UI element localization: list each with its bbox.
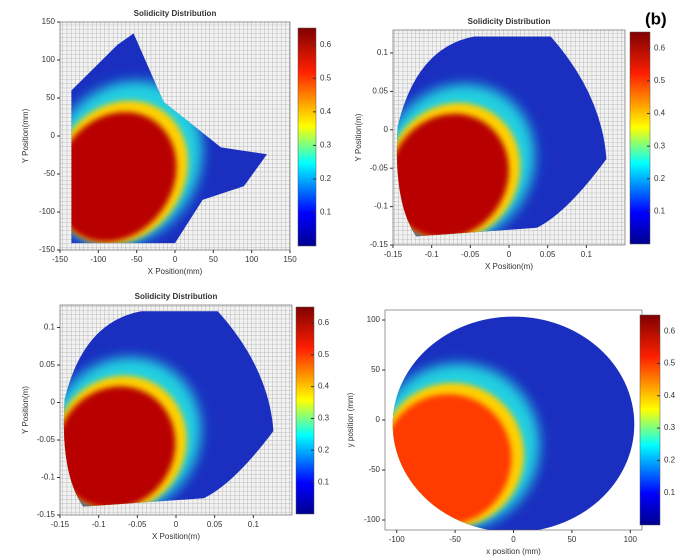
colorbar-tick-label: 0.4: [654, 109, 666, 118]
colorbar-tick-label: 0.6: [664, 326, 676, 335]
y-tick-label: 0.1: [44, 323, 56, 332]
y-tick-label: 0: [384, 125, 389, 134]
y-axis-label: Y Position(m): [354, 113, 363, 161]
y-tick-label: 150: [42, 17, 56, 26]
y-tick-label: 0.1: [377, 48, 389, 57]
colorbar-tick-label: 0.4: [318, 382, 330, 391]
heat-field: [392, 316, 635, 530]
colorbar-tick-label: 0.5: [654, 76, 666, 85]
colorbar-tick-label: 0.2: [318, 445, 330, 454]
colorbar-tick-label: 0.3: [664, 423, 676, 432]
colorbar-tick-label: 0.1: [654, 206, 666, 215]
colorbar-tick-label: 0.5: [318, 350, 330, 359]
colorbar-tick-label: 0.3: [654, 141, 666, 150]
x-tick-label: -100: [90, 255, 107, 264]
y-tick-label: 50: [371, 365, 380, 374]
x-tick-label: 0.1: [248, 520, 260, 529]
x-tick-label: 50: [209, 255, 218, 264]
x-tick-label: 100: [624, 535, 638, 544]
y-tick-label: 0: [51, 131, 56, 140]
colorbar-tick-label: 0.5: [664, 359, 676, 368]
y-tick-label: -100: [39, 207, 56, 216]
x-tick-label: -0.1: [92, 520, 106, 529]
y-tick-label: -0.05: [370, 163, 389, 172]
colorbar-tick-label: 0.1: [664, 488, 676, 497]
colorbar-tick-label: 0.6: [654, 43, 666, 52]
x-tick-label: 0.05: [207, 520, 223, 529]
y-tick-label: -150: [39, 245, 56, 254]
y-tick-label: 0.05: [372, 87, 388, 96]
colorbar: [297, 27, 317, 247]
x-axis-label: X Position(mm): [148, 267, 203, 276]
x-tick-label: -50: [131, 255, 143, 264]
y-axis-label: Y Position(m): [21, 386, 30, 434]
x-tick-label: -0.1: [425, 250, 439, 259]
y-tick-label: 100: [367, 315, 381, 324]
x-tick-label: -0.05: [461, 250, 480, 259]
colorbar: [629, 31, 651, 245]
x-axis-label: X Position(m): [152, 532, 200, 541]
y-tick-label: 0: [376, 415, 381, 424]
x-tick-label: 50: [567, 535, 576, 544]
colorbar-tick-label: 0.6: [318, 318, 330, 327]
x-tick-label: 0.1: [581, 250, 593, 259]
y-axis-label: Y Position(mm): [21, 108, 30, 163]
y-tick-label: -100: [364, 515, 381, 524]
x-tick-label: 0: [174, 520, 179, 529]
x-axis-label: X Position(m): [485, 262, 533, 271]
x-tick-label: 0: [173, 255, 178, 264]
colorbar-tick-label: 0.2: [320, 174, 332, 183]
colorbar-tick-label: 0.2: [654, 174, 666, 183]
x-tick-label: 0: [511, 535, 516, 544]
panel: x position (mm) y position (mm) -100 -50 0 50…: [346, 309, 676, 556]
y-tick-label: 0.05: [39, 360, 55, 369]
heat-red: [396, 113, 509, 237]
y-tick-label: -50: [43, 169, 55, 178]
x-tick-label: -0.15: [384, 250, 403, 259]
colorbar-tick-label: 0.2: [664, 455, 676, 464]
colorbar: [639, 314, 661, 526]
x-tick-label: -0.15: [51, 520, 70, 529]
y-tick-label: -50: [368, 465, 380, 474]
y-tick-label: 50: [46, 93, 55, 102]
x-tick-label: 150: [283, 255, 297, 264]
colorbar-tick-label: 0.4: [664, 391, 676, 400]
x-tick-label: -150: [52, 255, 69, 264]
y-tick-label: -0.1: [41, 473, 55, 482]
colorbar-tick-label: 0.4: [320, 107, 332, 116]
colorbar-tick-label: 0.6: [320, 40, 332, 49]
heat-field: [396, 36, 607, 237]
y-axis-label: y position (mm): [346, 392, 355, 447]
colorbar-tick-label: 0.1: [320, 208, 332, 217]
x-tick-label: -50: [449, 535, 461, 544]
x-axis-label: x position (mm): [486, 547, 541, 556]
panel-label: (b): [645, 9, 667, 28]
colorbar: [295, 306, 315, 515]
panel: Solidicity Distribution X Position(m) Y Po…: [21, 292, 330, 541]
heat-red: [63, 386, 176, 507]
y-tick-label: -0.15: [370, 240, 389, 249]
y-tick-label: -0.15: [37, 510, 56, 519]
colorbar-tick-label: 0.1: [318, 477, 330, 486]
y-tick-label: -0.05: [37, 435, 56, 444]
colorbar-tick-label: 0.3: [320, 140, 332, 149]
colorbar-tick-label: 0.5: [320, 73, 332, 82]
heat-field: [63, 311, 274, 507]
x-tick-label: 100: [245, 255, 259, 264]
y-tick-label: -0.1: [374, 202, 388, 211]
x-tick-label: 0: [507, 250, 512, 259]
chart-title: Solidicity Distribution: [468, 17, 551, 26]
x-tick-label: -0.05: [128, 520, 147, 529]
heat-red: [71, 112, 177, 243]
chart-title: Solidicity Distribution: [135, 292, 218, 301]
y-tick-label: 100: [42, 55, 56, 64]
x-tick-label: -100: [389, 535, 406, 544]
x-tick-label: 0.05: [540, 250, 556, 259]
y-tick-label: 0: [51, 398, 56, 407]
panel: Solidicity Distribution X Position(mm) Y P…: [21, 9, 332, 276]
chart-title: Solidicity Distribution: [134, 9, 217, 18]
panel: Solidicity Distribution X Position(m) Y Po…: [354, 17, 666, 271]
colorbar-tick-label: 0.3: [318, 414, 330, 423]
